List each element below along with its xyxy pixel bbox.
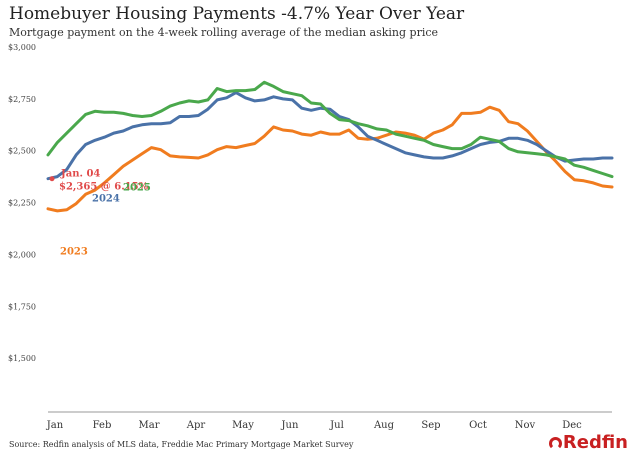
redfin-logo-icon (548, 437, 562, 450)
annotation-date-label: Jan. 04 (60, 169, 100, 180)
source-note: Source: Redfin analysis of MLS data, Fre… (9, 440, 354, 449)
series-line-2024 (46, 91, 614, 181)
y-tick-label: $2,000 (8, 250, 36, 259)
series-layer (46, 80, 614, 213)
chart-subtitle: Mortgage payment on the 4-week rolling a… (9, 26, 439, 39)
series-label-2023: 2023 (60, 246, 88, 257)
chart-title: Homebuyer Housing Payments -4.7% Year Ov… (9, 4, 465, 24)
x-axis: Jan Feb Mar Apr May Jun Jul Aug Sep Oct Nov Dec (46, 411, 612, 431)
x-tick-label: Nov (515, 420, 536, 431)
x-tick-label: Aug (373, 420, 395, 431)
annotation-layer: Jan. 04 $2,365 @ 6.15% 2024 2025 2023 (49, 169, 151, 257)
series-line-2025 (46, 80, 614, 179)
y-tick-label: $2,500 (8, 147, 36, 156)
series-label-2025: 2025 (123, 183, 151, 194)
x-tick-label: Apr (186, 420, 206, 431)
x-tick-label: Jul (329, 420, 344, 431)
x-tick-label: Mar (139, 420, 160, 431)
x-tick-label: Sep (421, 420, 440, 431)
highlight-point (49, 176, 55, 182)
x-tick-label: May (232, 420, 254, 431)
y-tick-label: $2,750 (8, 95, 36, 104)
redfin-logo-text: Redfin (562, 432, 628, 453)
series-label-2024: 2024 (92, 194, 120, 205)
x-tick-label: Oct (469, 420, 487, 431)
annotation-value-label: $2,365 @ 6.15% (59, 182, 149, 193)
y-axis: $1,500 $1,750 $2,000 $2,250 $2,500 $2,750 $3,0… (8, 43, 36, 363)
y-tick-label: $2,250 (8, 199, 36, 208)
x-tick-label: Feb (93, 420, 112, 431)
y-tick-label: $3,000 (8, 43, 36, 52)
x-tick-label: Jun (281, 420, 299, 431)
redfin-logo[interactable]: Redfin (548, 432, 628, 453)
x-tick-label: Dec (562, 420, 582, 431)
y-tick-label: $1,500 (8, 354, 36, 363)
x-tick-label: Jan (46, 420, 64, 431)
series-line-2023 (46, 105, 614, 213)
y-tick-label: $1,750 (8, 302, 36, 311)
